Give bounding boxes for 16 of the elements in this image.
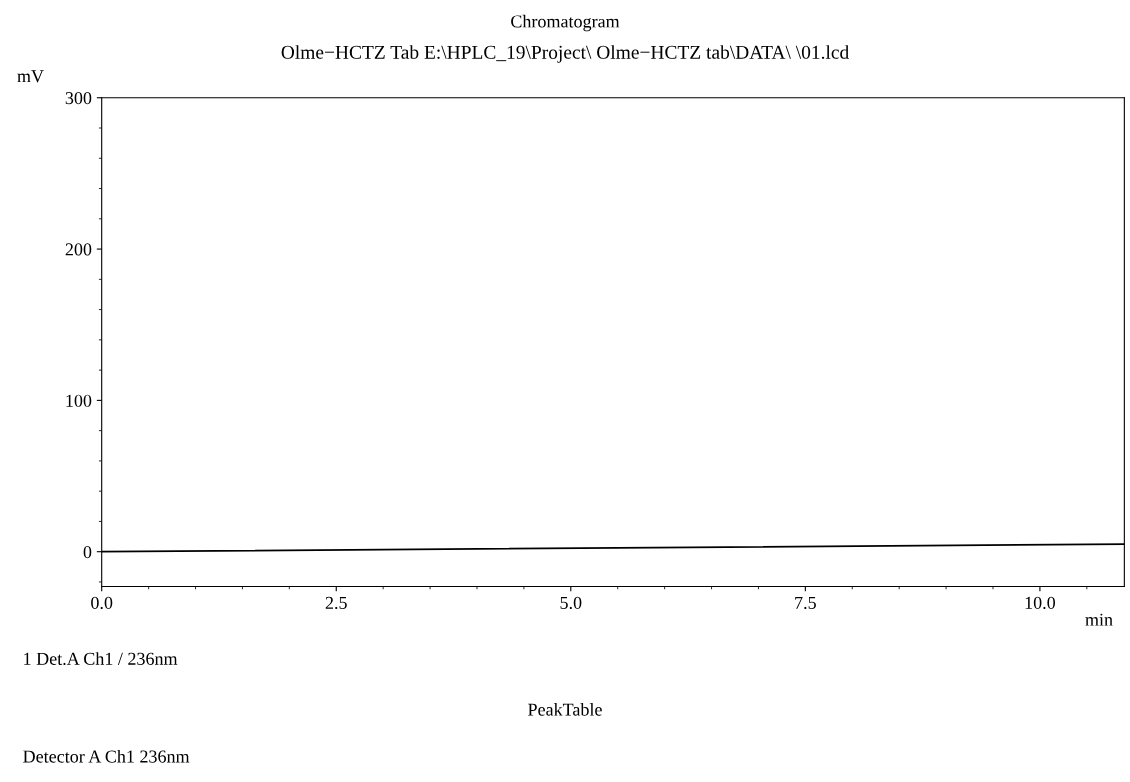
x-tick-label: 2.5 [325, 596, 347, 610]
text: Detector A Ch1 236nm [23, 749, 190, 763]
x-tick-label: 10.0 [1025, 596, 1056, 610]
y-tick-label: 0 [83, 545, 92, 559]
y-tick-label: 200 [65, 243, 92, 256]
text: PeakTable [528, 703, 602, 716]
y-axis-title: mV [17, 70, 44, 83]
y-tick-label: 300 [65, 92, 92, 105]
x-tick-label: 0.0 [91, 596, 113, 610]
chart-subtitle: Olme−HCTZ Tab E:\HPLC_19\Project\ Olme−HCTZ tab\DATA\ \01.lcd [281, 45, 849, 63]
text: 1 Det.A Ch1 / 236nm [24, 652, 178, 665]
x-tick-label: 5.0 [560, 596, 582, 610]
y-tick-label: 100 [66, 394, 92, 407]
x-axis-title: min [1085, 613, 1113, 626]
chart-title: Chromatogram [511, 14, 620, 32]
x-tick-label: 7.5 [795, 596, 816, 610]
